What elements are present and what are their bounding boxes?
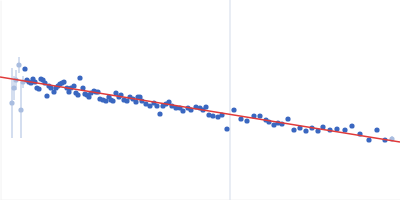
point [71,83,76,88]
point [291,127,296,132]
point [154,103,159,108]
point [61,79,66,84]
point [18,107,23,112]
point [257,113,262,118]
point [11,85,16,90]
point [342,127,347,132]
point [36,86,41,91]
point [16,62,21,67]
point [77,75,82,80]
point [133,99,138,104]
plot [0,0,400,200]
point [210,113,215,118]
marks [0,0,400,200]
point [44,93,49,98]
point [238,116,243,121]
point [75,92,80,97]
point [9,100,14,105]
point [22,66,27,71]
line [0,77,400,142]
point [349,123,354,128]
point [110,98,115,103]
point [180,108,185,113]
point [224,126,229,131]
y-axis [1,1,2,200]
point [285,116,290,121]
chart [0,0,400,200]
line [229,0,230,200]
point [374,127,379,132]
point [157,111,162,116]
point [231,107,236,112]
point [366,137,371,142]
point [244,118,249,123]
axis-line [1,1,2,200]
point [203,104,208,109]
point [303,128,308,133]
